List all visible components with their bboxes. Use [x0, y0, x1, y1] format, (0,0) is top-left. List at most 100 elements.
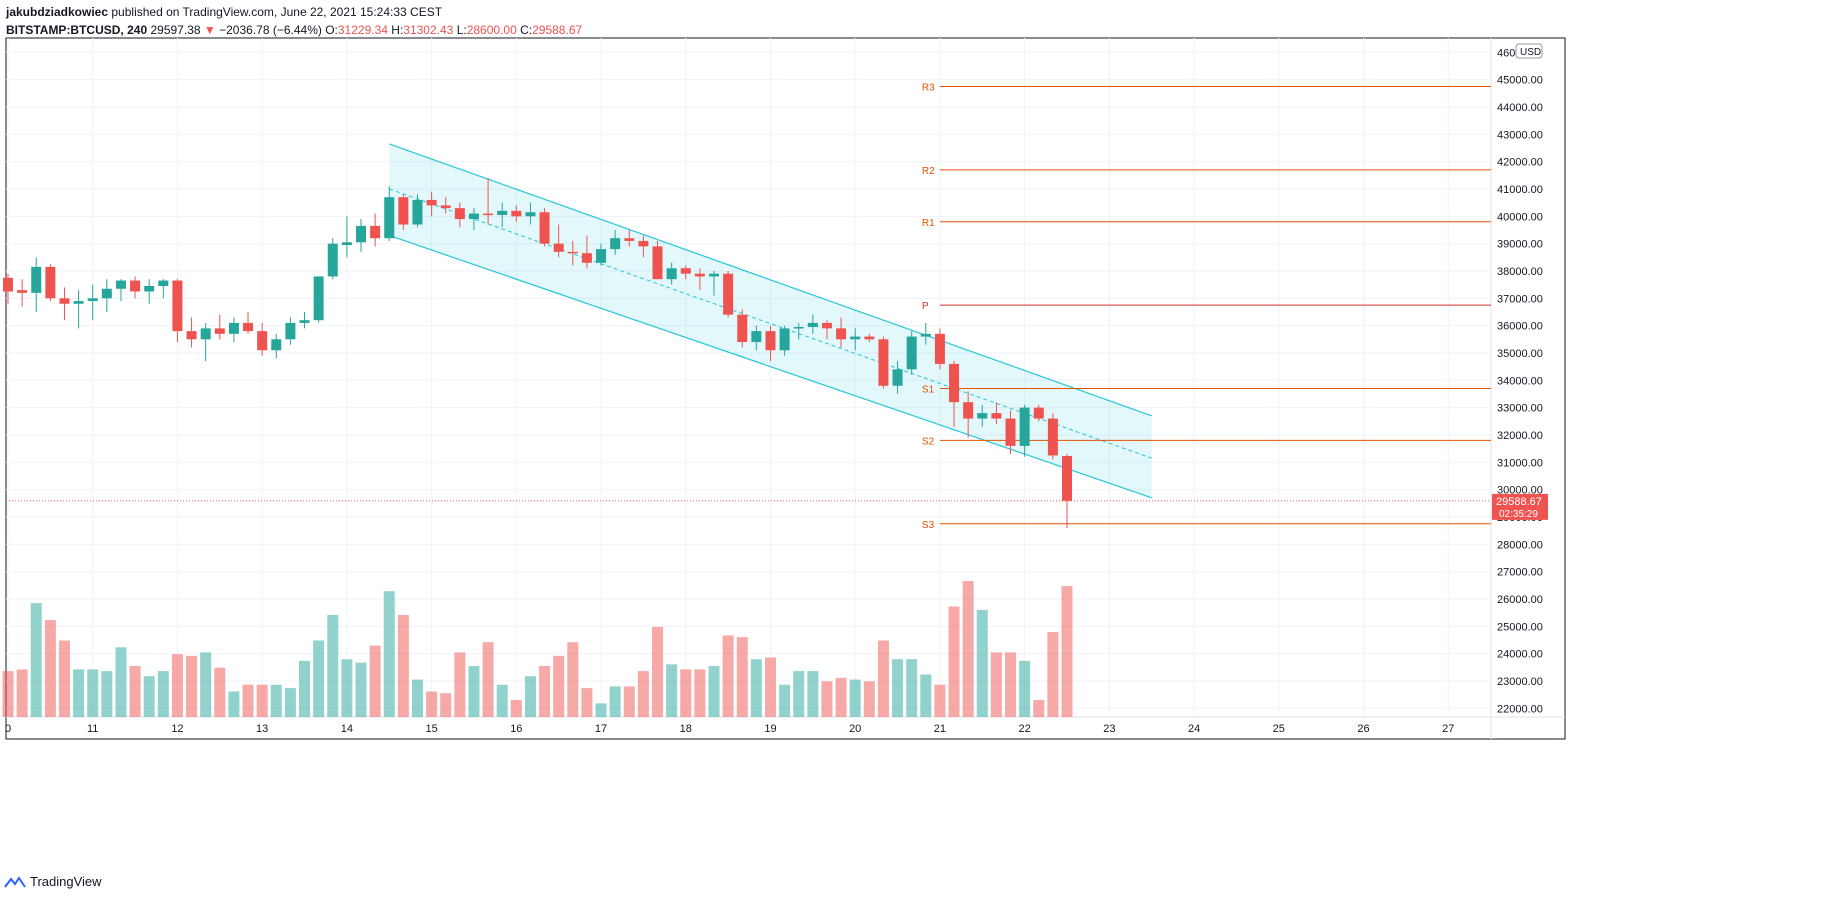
candle-body[interactable]	[821, 322, 832, 329]
candle-body[interactable]	[271, 339, 282, 351]
candle-body[interactable]	[440, 205, 451, 209]
candle-body[interactable]	[214, 328, 225, 334]
candle-body[interactable]	[525, 212, 536, 217]
candle-body[interactable]	[17, 290, 28, 293]
candle-body[interactable]	[483, 213, 494, 216]
candle-body[interactable]	[539, 212, 550, 244]
candle-body[interactable]	[723, 273, 734, 315]
candle-body[interactable]	[1019, 407, 1030, 446]
x-tick-label: 0	[5, 723, 11, 735]
candle-body[interactable]	[977, 413, 988, 419]
candle-body[interactable]	[581, 253, 592, 263]
y-tick-label: 24000.00	[1497, 649, 1543, 661]
candle-body[interactable]	[638, 240, 649, 247]
candle-body[interactable]	[370, 225, 381, 239]
channel-upper-line[interactable]	[389, 143, 1152, 417]
candle-body[interactable]	[73, 301, 84, 304]
candle-body[interactable]	[356, 225, 366, 243]
candle-body[interactable]	[864, 336, 875, 340]
tradingview-logo-icon	[4, 875, 26, 888]
candle-body[interactable]	[709, 273, 719, 277]
candle-body[interactable]	[412, 199, 423, 225]
volume-bar	[411, 679, 423, 717]
candle-body[interactable]	[949, 363, 960, 403]
candle-body[interactable]	[243, 322, 254, 332]
volume-bar	[764, 657, 776, 717]
candle-body[interactable]	[200, 328, 211, 340]
candle-body[interactable]	[963, 402, 974, 419]
candle-body[interactable]	[511, 210, 522, 217]
candle-body[interactable]	[454, 208, 465, 220]
candle-body[interactable]	[991, 413, 1002, 419]
candle-body[interactable]	[497, 210, 508, 215]
candle-body[interactable]	[59, 298, 70, 304]
candle-body[interactable]	[115, 280, 126, 289]
candle-body[interactable]	[652, 246, 663, 280]
x-tick-label: 24	[1188, 723, 1200, 735]
candle-body[interactable]	[751, 331, 762, 343]
volume-bar	[553, 655, 565, 717]
candle-body[interactable]	[101, 288, 112, 299]
candle-body[interactable]	[327, 243, 338, 277]
candle-body[interactable]	[130, 280, 141, 292]
candle-body[interactable]	[257, 331, 268, 351]
candle-body[interactable]	[341, 242, 352, 246]
candle-body[interactable]	[158, 280, 169, 287]
candle-body[interactable]	[878, 339, 889, 386]
candle-body[interactable]	[765, 331, 776, 351]
candle-body[interactable]	[144, 286, 155, 292]
candle-body[interactable]	[285, 322, 296, 340]
candle-body[interactable]	[1047, 418, 1058, 456]
candle-body[interactable]	[610, 238, 621, 250]
candle-body[interactable]	[737, 314, 748, 343]
candle-body[interactable]	[553, 243, 564, 252]
x-tick-label: 23	[1103, 723, 1115, 735]
author-name[interactable]: jakubdziadkowiec	[6, 5, 109, 19]
candle-body[interactable]	[836, 328, 847, 340]
candle-body[interactable]	[31, 266, 42, 293]
y-tick-label: 39000.00	[1497, 239, 1543, 251]
candle-body[interactable]	[87, 298, 98, 302]
volume-bar	[524, 676, 536, 717]
candle-body[interactable]	[228, 322, 239, 334]
volume-bar	[383, 591, 395, 717]
candle-body[interactable]	[807, 322, 818, 328]
candle-body[interactable]	[906, 336, 917, 370]
candle-body[interactable]	[920, 333, 931, 337]
candle-body[interactable]	[624, 238, 635, 241]
volume-bar	[807, 671, 819, 717]
candle-body[interactable]	[1033, 407, 1044, 419]
candle-body[interactable]	[934, 333, 945, 364]
high-value: 31302.43	[403, 23, 454, 37]
candle-body[interactable]	[313, 276, 324, 321]
ohlc-legend: BITSTAMP:BTCUSD, 240 29597.38 ▼ −2036.78…	[6, 22, 582, 38]
candle-body[interactable]	[850, 336, 861, 340]
footer-brand[interactable]: TradingView	[4, 874, 102, 889]
volume-bar	[171, 654, 183, 717]
candle-body[interactable]	[666, 268, 677, 280]
volume-bar	[129, 666, 141, 717]
candle-body[interactable]	[694, 273, 705, 277]
candle-body[interactable]	[398, 197, 409, 225]
candle-body[interactable]	[426, 199, 437, 206]
candle-body[interactable]	[384, 197, 395, 239]
candle-body[interactable]	[45, 266, 56, 299]
candle-body[interactable]	[1062, 456, 1072, 501]
candle-body[interactable]	[892, 369, 903, 386]
candle-body[interactable]	[186, 331, 197, 340]
candle-body[interactable]	[779, 328, 790, 351]
x-tick-label: 16	[510, 723, 522, 735]
candle-body[interactable]	[3, 277, 13, 292]
candle-body[interactable]	[299, 320, 310, 323]
volume-bar	[736, 637, 748, 717]
candle-body[interactable]	[567, 251, 578, 254]
candle-body[interactable]	[596, 249, 607, 263]
candle-body[interactable]	[172, 280, 183, 332]
candle-body[interactable]	[793, 327, 804, 329]
currency-badge[interactable]	[1515, 43, 1543, 59]
candle-body[interactable]	[1005, 418, 1016, 446]
volume-bar	[327, 615, 339, 717]
candle-body[interactable]	[680, 268, 691, 274]
candle-body[interactable]	[468, 213, 479, 220]
